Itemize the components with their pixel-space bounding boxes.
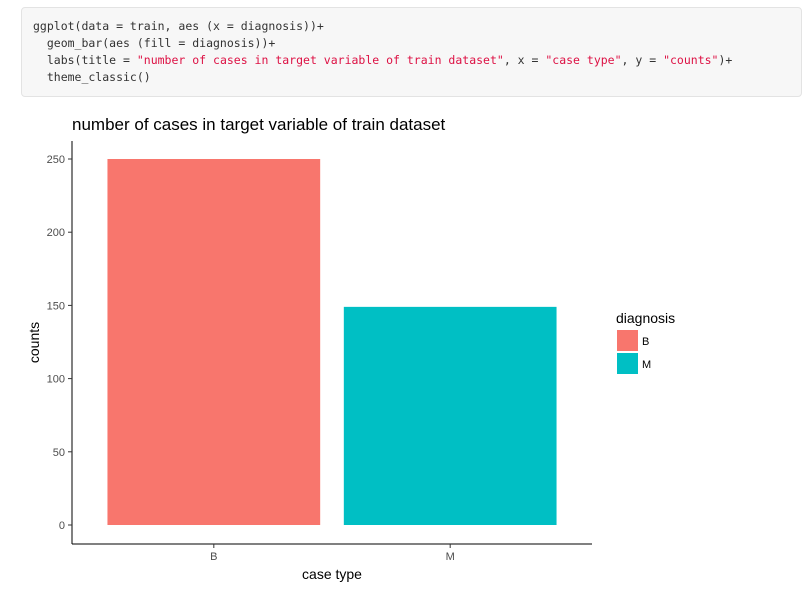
bar-b — [107, 159, 321, 525]
code-line: labs(title = "number of cases in target … — [33, 52, 790, 69]
bar-m — [343, 306, 557, 525]
legend-label: M — [642, 359, 651, 371]
code-token: )+ — [718, 53, 733, 67]
y-tick-label: 250 — [47, 154, 65, 166]
x-axis-title: case type — [302, 566, 362, 582]
code-token: labs(title = — [33, 53, 137, 67]
chart-title: number of cases in target variable of tr… — [72, 115, 446, 134]
x-tick-label: B — [210, 551, 217, 563]
y-tick-label: 100 — [47, 374, 65, 386]
legend-key-b — [617, 330, 638, 351]
bars-group — [107, 159, 557, 525]
code-string: "number of cases in target variable of t… — [136, 53, 504, 67]
bar-chart: number of cases in target variable of tr… — [26, 115, 675, 582]
code-string: "counts" — [663, 53, 719, 67]
code-token: geom_bar(aes (fill = diagnosis))+ — [33, 36, 276, 50]
x-tick-label: M — [446, 551, 455, 563]
legend-title: diagnosis — [616, 310, 675, 326]
legend-key-m — [617, 353, 638, 374]
legend-label: B — [642, 336, 649, 348]
code-string: "case type" — [545, 53, 622, 67]
code-line: geom_bar(aes (fill = diagnosis))+ — [33, 35, 790, 52]
y-axis: 0 50 100 150 200 250 — [47, 141, 73, 544]
code-token: theme_classic() — [33, 70, 151, 84]
y-tick-label: 50 — [53, 447, 65, 459]
legend: diagnosis BM — [616, 310, 675, 374]
y-tick-label: 150 — [47, 300, 65, 312]
code-line: theme_classic() — [33, 69, 790, 86]
y-tick-label: 200 — [47, 227, 65, 239]
code-token: ggplot(data = train, aes (x = diagnosis)… — [33, 19, 324, 33]
code-token: , y = — [621, 53, 664, 67]
code-block: ggplot(data = train, aes (x = diagnosis)… — [21, 7, 802, 97]
code-line: ggplot(data = train, aes (x = diagnosis)… — [33, 18, 790, 35]
y-tick-label: 0 — [59, 520, 65, 532]
code-token: , x = — [503, 53, 546, 67]
y-axis-title: counts — [26, 322, 42, 363]
